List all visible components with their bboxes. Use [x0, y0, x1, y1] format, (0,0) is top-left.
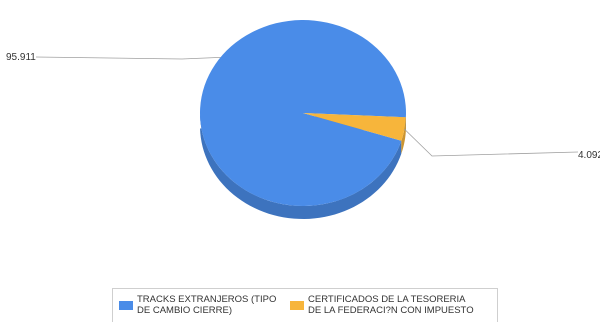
pie-slice-2[interactable] [303, 113, 406, 141]
leader-lines-group [35, 56, 579, 157]
legend-swatch-certificados [290, 301, 304, 310]
legend-item-certificados[interactable]: CERTIFICADOS DE LA TESORERIA DE LA FEDER… [290, 294, 474, 316]
pie-top-group [199, 20, 406, 207]
leader-line-slice-1 [35, 56, 221, 60]
legend-item-tracks[interactable]: TRACKS EXTRANJEROS (TIPO DE CAMBIO CIERR… [119, 294, 276, 316]
data-label-slice-2: 4.092 [578, 150, 600, 161]
pie-slice-1[interactable] [199, 20, 406, 207]
data-labels-group: 95.911 4.092 [6, 52, 600, 161]
legend-label-tracks: TRACKS EXTRANJEROS (TIPO DE CAMBIO CIERR… [137, 294, 277, 316]
data-label-slice-1: 95.911 [6, 52, 36, 63]
leader-line-slice-2 [404, 128, 579, 157]
legend-swatch-tracks [119, 301, 133, 310]
pie-side-slice-2 [401, 117, 406, 154]
legend: TRACKS EXTRANJEROS (TIPO DE CAMBIO CIERR… [112, 288, 498, 322]
legend-label-certificados: CERTIFICADOS DE LA TESORERIA DE LA FEDER… [308, 294, 474, 316]
